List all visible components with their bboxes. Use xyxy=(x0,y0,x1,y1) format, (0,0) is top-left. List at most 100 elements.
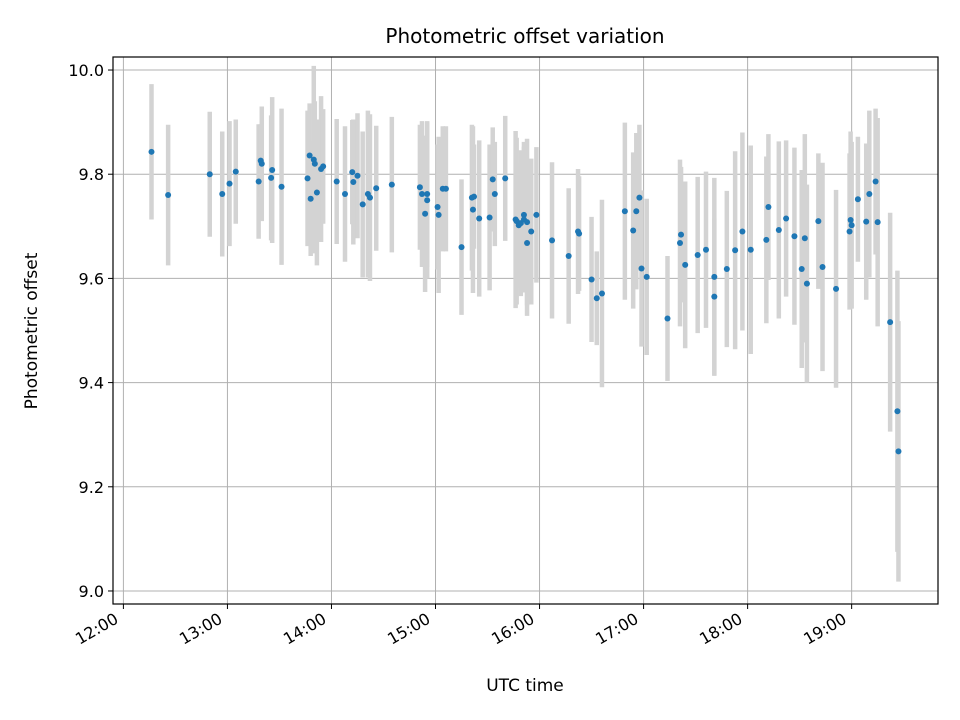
data-point xyxy=(366,194,373,201)
data-point xyxy=(798,266,805,273)
data-point xyxy=(486,214,493,221)
data-point xyxy=(847,217,854,224)
data-point xyxy=(528,228,535,235)
data-point xyxy=(306,152,313,159)
data-point xyxy=(373,185,380,192)
data-point xyxy=(148,148,155,155)
data-point xyxy=(471,193,478,200)
data-point xyxy=(435,211,442,218)
data-point xyxy=(638,265,645,272)
data-point xyxy=(763,236,770,243)
data-point xyxy=(895,448,902,455)
data-point xyxy=(866,191,873,198)
y-tick-label: 9.2 xyxy=(79,478,104,497)
y-tick-label: 9.0 xyxy=(79,582,104,601)
data-point xyxy=(226,180,233,187)
data-point xyxy=(791,233,798,240)
data-point xyxy=(524,239,531,246)
data-point xyxy=(739,228,746,235)
data-point xyxy=(533,211,540,218)
data-point xyxy=(549,237,556,244)
data-point xyxy=(711,273,718,280)
data-point xyxy=(593,295,600,302)
y-tick-label: 9.8 xyxy=(79,165,104,184)
data-point xyxy=(643,273,650,280)
data-point xyxy=(815,218,822,225)
data-point xyxy=(711,293,718,300)
data-point xyxy=(320,163,327,170)
data-point xyxy=(565,253,572,260)
data-point xyxy=(703,246,710,253)
data-point xyxy=(874,219,881,226)
data-point xyxy=(633,208,640,215)
data-point xyxy=(491,191,498,198)
plot-frame xyxy=(112,56,939,605)
data-point xyxy=(775,226,782,233)
data-point xyxy=(819,263,826,270)
data-point xyxy=(268,174,275,181)
y-axis-ticks: 9.0 9.2 9.4 9.6 9.8 10.0 xyxy=(68,61,113,601)
data-point xyxy=(846,228,853,235)
data-point xyxy=(894,408,901,415)
data-point xyxy=(747,246,754,253)
data-point xyxy=(476,215,483,222)
data-point xyxy=(630,227,637,234)
data-point xyxy=(489,176,496,183)
data-point xyxy=(598,290,605,297)
data-point xyxy=(765,204,772,211)
data-point xyxy=(313,189,320,196)
data-point xyxy=(458,244,465,251)
data-point xyxy=(354,172,361,179)
data-point xyxy=(723,266,730,273)
data-point xyxy=(255,178,262,185)
data-point xyxy=(887,319,894,326)
data-point xyxy=(872,178,879,185)
data-point xyxy=(524,219,531,226)
data-point xyxy=(416,184,423,191)
data-point xyxy=(232,168,239,175)
data-point xyxy=(311,160,318,167)
data-point xyxy=(588,276,595,283)
chart-title: Photometric offset variation xyxy=(385,24,664,48)
data-point xyxy=(422,210,429,217)
data-point xyxy=(636,194,643,201)
data-point xyxy=(434,204,441,211)
y-tick-label: 9.4 xyxy=(79,374,104,393)
data-point xyxy=(469,206,476,213)
data-point xyxy=(333,178,340,185)
data-point xyxy=(442,185,449,192)
data-point xyxy=(359,201,366,208)
data-point xyxy=(576,230,583,237)
data-point xyxy=(206,171,213,178)
data-point xyxy=(424,191,431,198)
data-point xyxy=(349,169,356,176)
data-point xyxy=(863,218,870,225)
x-axis-title: UTC time xyxy=(486,676,564,696)
data-point xyxy=(678,231,685,238)
data-point xyxy=(307,195,314,202)
data-point xyxy=(350,179,357,186)
data-point xyxy=(219,191,226,198)
y-tick-label: 9.6 xyxy=(79,269,104,288)
data-point xyxy=(269,167,276,174)
data-point xyxy=(621,208,628,215)
data-point xyxy=(833,285,840,292)
data-point xyxy=(732,247,739,254)
data-point xyxy=(682,261,689,268)
data-point xyxy=(341,191,348,198)
data-point xyxy=(848,222,855,229)
data-point xyxy=(165,192,172,199)
data-point xyxy=(520,211,527,218)
data-point xyxy=(803,280,810,287)
y-tick-label: 10.0 xyxy=(68,61,104,80)
data-point xyxy=(258,160,265,167)
data-point xyxy=(801,235,808,242)
y-axis-title: Photometric offset xyxy=(22,252,42,409)
data-point xyxy=(664,315,671,322)
data-point xyxy=(694,251,701,258)
data-point xyxy=(783,215,790,222)
data-point xyxy=(676,239,683,246)
data-points xyxy=(148,148,902,455)
data-point xyxy=(502,175,509,182)
